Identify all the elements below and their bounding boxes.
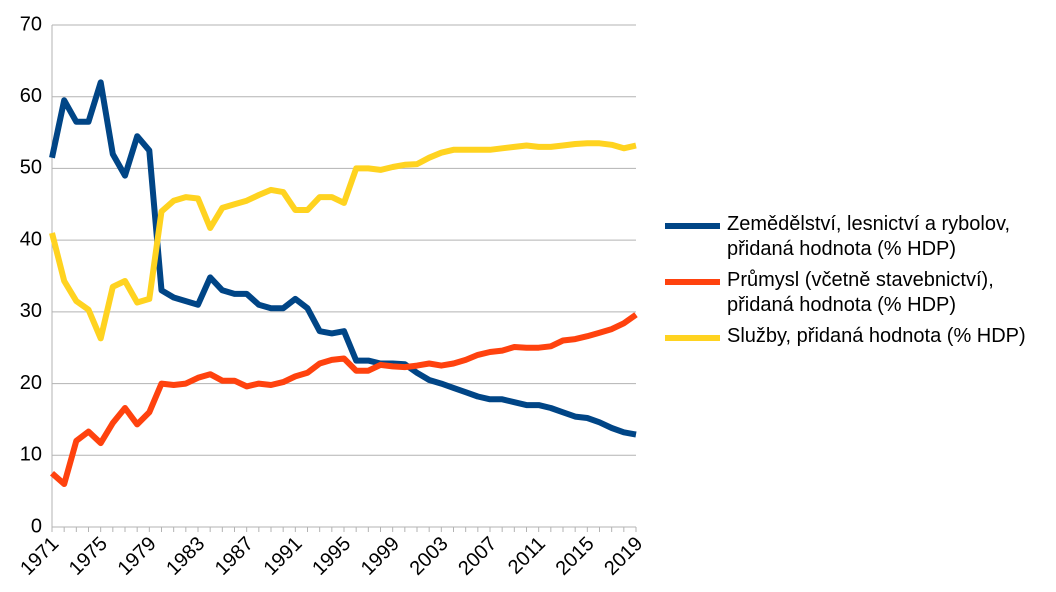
legend-entry: Služby, přidaná hodnota (% HDP) xyxy=(665,324,1055,349)
legend-swatch xyxy=(665,223,720,229)
y-tick-label: 10 xyxy=(20,444,42,466)
x-tick-label: 2011 xyxy=(504,533,550,579)
legend-swatch xyxy=(665,279,720,285)
y-tick-label: 0 xyxy=(31,515,42,537)
x-tick-label: 1991 xyxy=(260,533,307,580)
legend-entry: Průmysl (včetně stavebnictví), přidaná h… xyxy=(665,268,1055,318)
series-line xyxy=(49,140,637,342)
y-tick-label: 50 xyxy=(20,157,42,179)
legend: Zemědělství, lesnictví a rybolov, přidan… xyxy=(665,212,1055,355)
x-tick-label: 1983 xyxy=(162,533,209,580)
x-tick-label: 1987 xyxy=(211,533,258,580)
y-tick-label: 30 xyxy=(20,300,42,322)
x-tick-label: 1995 xyxy=(308,533,355,580)
x-tick-label: 2015 xyxy=(552,533,599,580)
series-line xyxy=(49,79,637,438)
legend-entry: Zemědělství, lesnictví a rybolov, přidan… xyxy=(665,212,1055,262)
legend-label: Služby, přidaná hodnota (% HDP) xyxy=(727,325,1026,347)
x-tick-label: 1975 xyxy=(65,533,112,580)
x-tick-label: 1999 xyxy=(357,533,404,580)
y-tick-label: 20 xyxy=(20,372,42,394)
y-tick-label: 40 xyxy=(20,228,42,250)
x-tick-label: 2019 xyxy=(600,533,647,580)
legend-label: Průmysl (včetně stavebnictví), přidaná h… xyxy=(727,269,994,316)
x-tick-label: 2003 xyxy=(406,533,453,580)
x-tick-label: 2007 xyxy=(454,533,501,580)
y-tick-label: 60 xyxy=(20,85,42,107)
legend-label: Zemědělství, lesnictví a rybolov, přidan… xyxy=(727,213,1011,260)
x-tick-label: 1971 xyxy=(16,533,63,580)
legend-swatch xyxy=(665,335,720,341)
y-tick-label: 70 xyxy=(20,13,42,35)
series-line xyxy=(50,312,638,487)
x-tick-label: 1979 xyxy=(114,533,161,580)
